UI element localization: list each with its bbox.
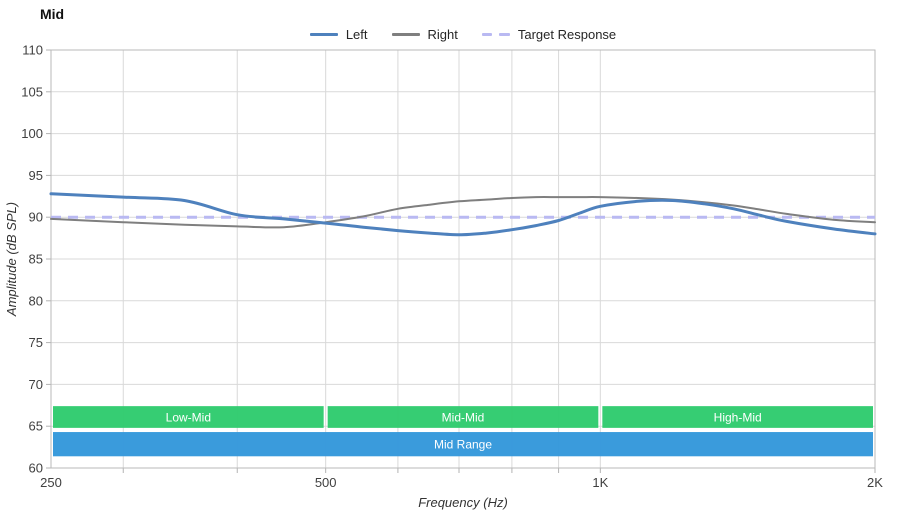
- y-tick-label: 70: [29, 377, 43, 392]
- legend-item-left[interactable]: Left: [309, 27, 368, 42]
- legend-label-left: Left: [345, 27, 368, 42]
- legend-label-target-response: Target Response: [517, 27, 617, 42]
- legend-item-target-response[interactable]: Target Response: [481, 27, 617, 42]
- x-tick-label: 500: [315, 475, 337, 490]
- series-line-left: [49, 192, 877, 237]
- band-mid-range: [53, 432, 873, 457]
- y-axis-title: Amplitude (dB SPL): [4, 202, 19, 317]
- x-tick-label: 1K: [592, 475, 608, 490]
- band-label-mid-mid: Mid-Mid: [442, 411, 485, 425]
- chart-legend: Left Right Target Response: [51, 27, 875, 42]
- target-dashed-swatch-icon: [481, 33, 510, 36]
- x-tick-label: 250: [40, 475, 62, 490]
- y-tick-label: 105: [21, 84, 43, 99]
- band-label-high-mid: High-Mid: [714, 411, 762, 425]
- x-tick-label: 2K: [867, 475, 883, 490]
- y-tick-label: 90: [29, 210, 43, 225]
- y-tick-label: 85: [29, 252, 43, 267]
- y-tick-label: 60: [29, 461, 43, 476]
- plot-border: [50, 49, 876, 469]
- band-high-mid: [602, 406, 873, 428]
- y-tick-label: 100: [21, 126, 43, 141]
- y-tick-label: 65: [29, 419, 43, 434]
- left-line-swatch-icon: [309, 33, 338, 36]
- series-line-right: [50, 196, 876, 229]
- chart-title: Mid: [40, 6, 65, 22]
- range-bands-group: Low-Mid Mid-Mid High-Mid Mid Range: [53, 406, 873, 457]
- y-tick-label: 75: [29, 335, 43, 350]
- legend-item-right[interactable]: Right: [391, 27, 458, 42]
- band-label-low-mid: Low-Mid: [166, 411, 211, 425]
- x-axis-title: Frequency (Hz): [418, 495, 508, 510]
- y-tick-label: 95: [29, 168, 43, 183]
- band-label-mid-range: Mid Range: [434, 438, 492, 452]
- y-tick-label: 110: [22, 43, 43, 58]
- band-mid-mid: [327, 406, 599, 428]
- legend-label-right: Right: [427, 27, 458, 42]
- series-group: [49, 192, 877, 237]
- y-tick-label: 80: [29, 293, 43, 308]
- right-line-swatch-icon: [391, 33, 420, 36]
- gridlines-group: [46, 49, 876, 473]
- band-low-mid: [53, 406, 324, 428]
